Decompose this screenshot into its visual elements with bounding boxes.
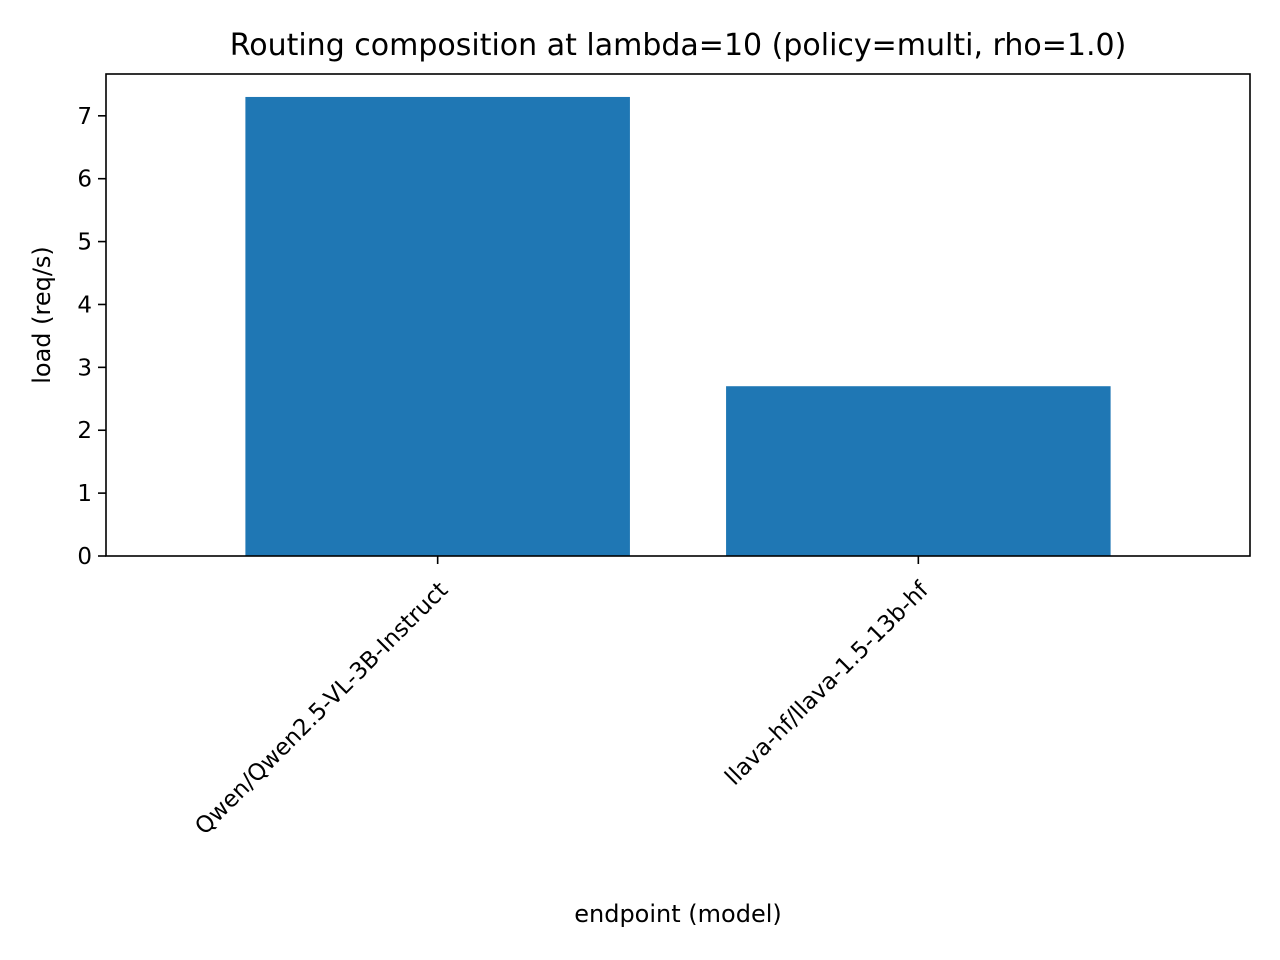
plot-frame bbox=[105, 73, 1251, 557]
y-axis-label: load (req/s) bbox=[28, 246, 56, 384]
y-tick-label-4: 4 bbox=[77, 292, 92, 318]
y-axis: 0 1 2 3 4 5 6 7 bbox=[77, 104, 106, 570]
y-tick-label-2: 2 bbox=[77, 418, 92, 444]
y-tick-label-3: 3 bbox=[77, 355, 92, 381]
y-tick-label-5: 5 bbox=[77, 230, 92, 256]
x-axis-label: endpoint (model) bbox=[574, 900, 782, 928]
y-tick-label-7: 7 bbox=[77, 104, 92, 130]
y-tick-label-0: 0 bbox=[77, 544, 92, 570]
bars-group bbox=[245, 96, 1111, 556]
bar-0 bbox=[245, 96, 630, 556]
chart-title: Routing composition at lambda=10 (policy… bbox=[230, 28, 1127, 63]
bar-1 bbox=[726, 386, 1111, 556]
x-tick-label-0: Qwen/Qwen2.5-VL-3B-Instruct bbox=[190, 577, 453, 840]
x-axis: Qwen/Qwen2.5-VL-3B-Instruct llava-hf/llav… bbox=[190, 556, 935, 840]
y-tick-label-6: 6 bbox=[77, 167, 92, 193]
y-tick-label-1: 1 bbox=[77, 481, 92, 507]
x-tick-label-1: llava-hf/llava-1.5-13b-hf bbox=[720, 577, 934, 791]
